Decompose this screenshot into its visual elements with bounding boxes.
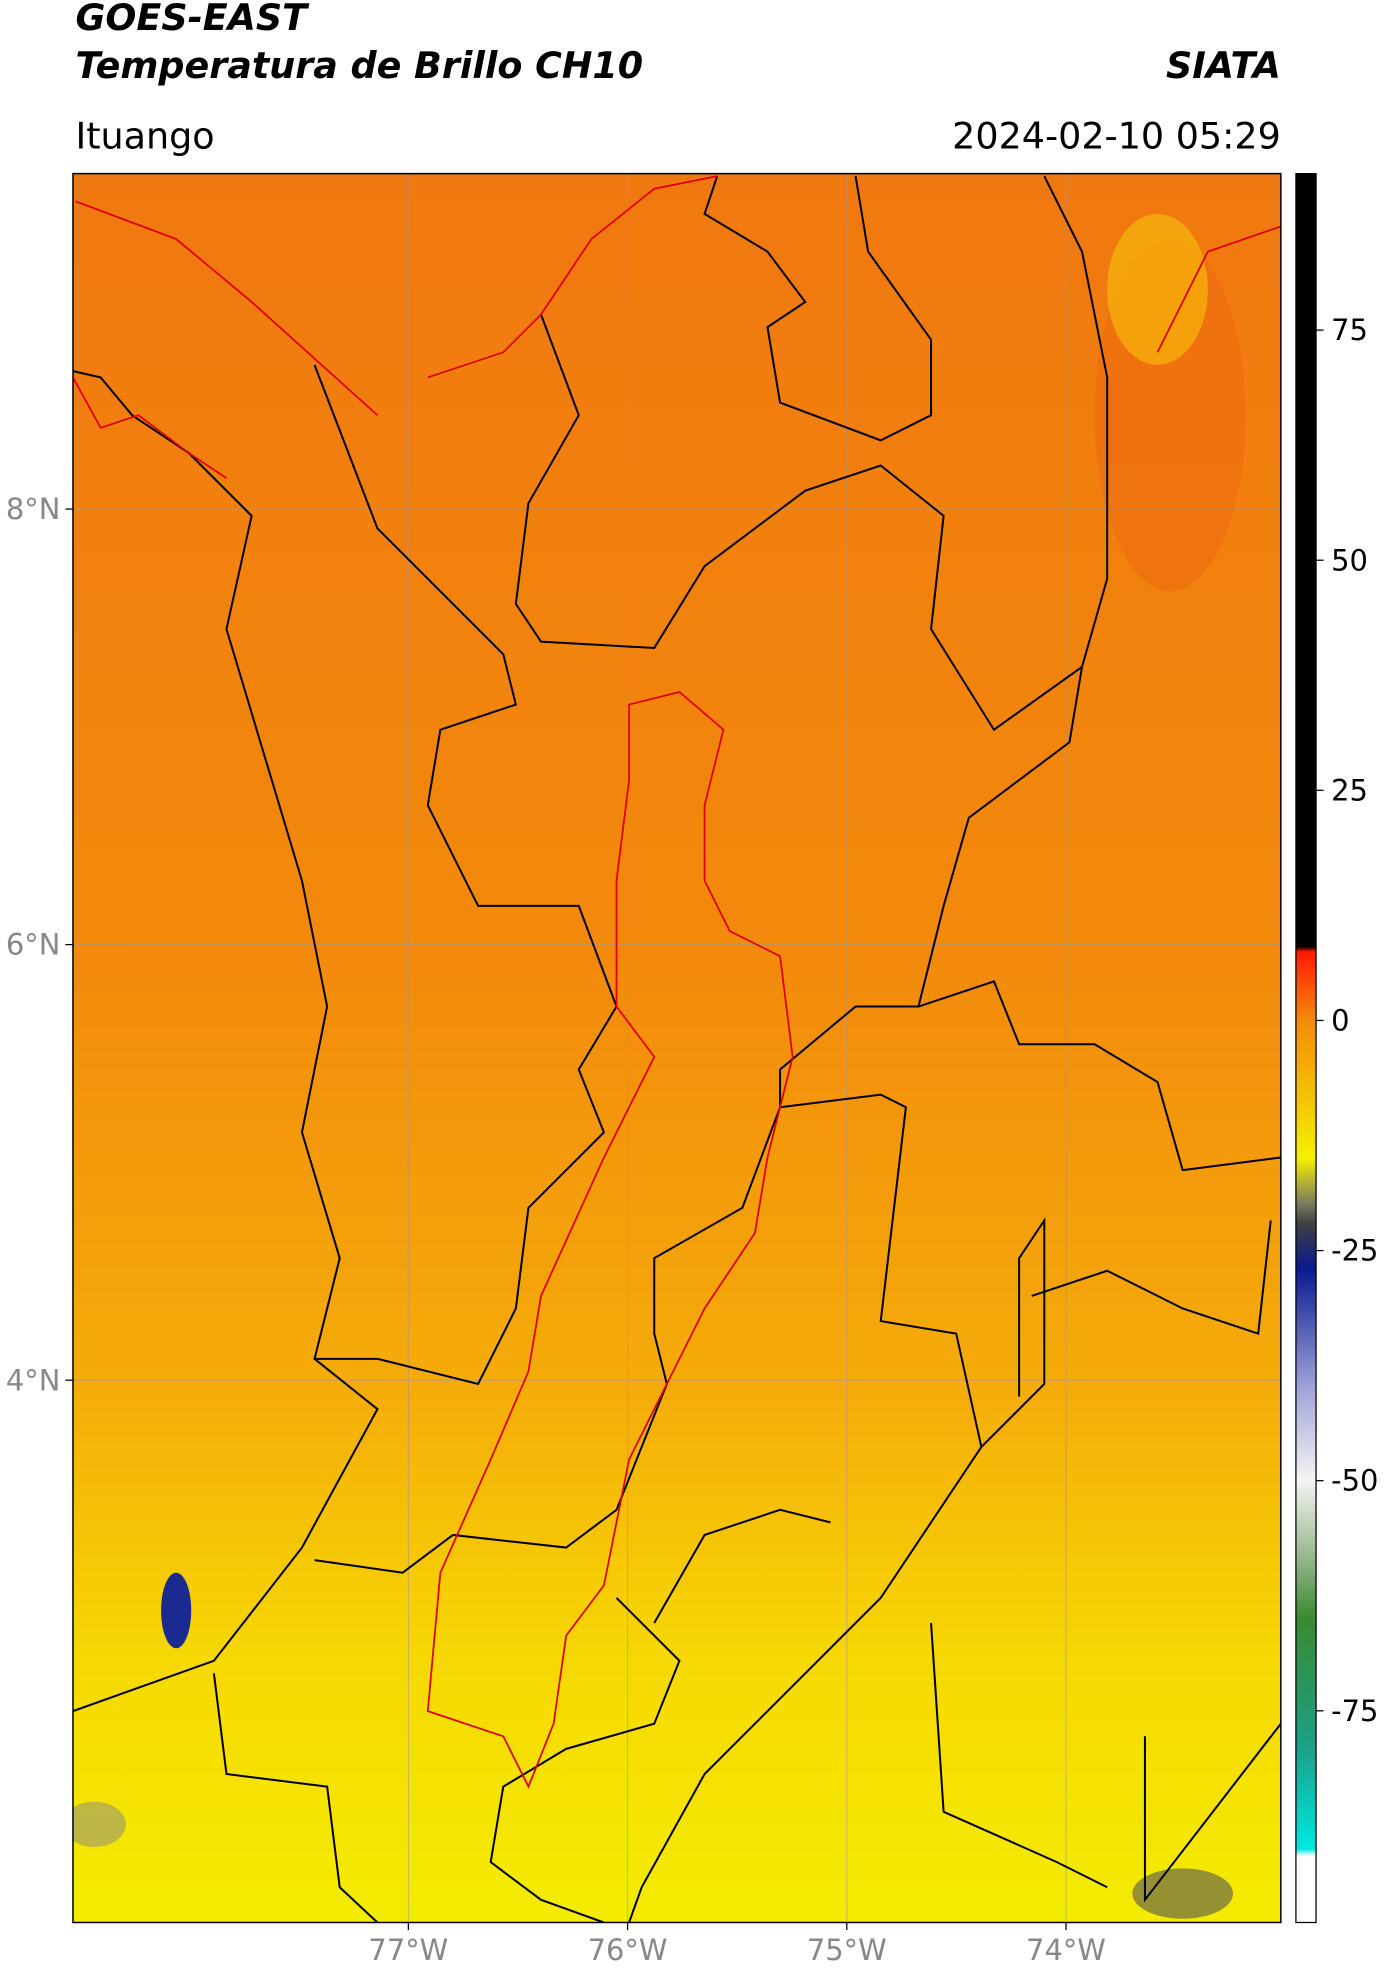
axes: 77°W 76°W 75°W 74°W 8°N 6°N 4°N 75 50 25 0 -25 -50 -7… [6, 313, 1379, 1967]
cloud-patch [161, 1572, 192, 1649]
colorbar-tick-label: 75 [1331, 313, 1368, 347]
x-tick-label: 74°W [1026, 1933, 1106, 1967]
brand: SIATA [1166, 44, 1281, 87]
y-tick-label: 4°N [6, 1363, 61, 1397]
cloud-patch [72, 1801, 126, 1847]
x-tick-label: 76°W [588, 1933, 668, 1967]
colorbar-tick-label: -75 [1331, 1694, 1378, 1728]
colorbar [1295, 172, 1317, 1924]
borders [72, 175, 1281, 1923]
subtitle: Temperatura de Brillo CH10 [75, 44, 643, 87]
y-tick-label: 6°N [6, 928, 61, 962]
x-tick-label: 77°W [368, 1933, 448, 1967]
cloud-patch [1132, 1868, 1234, 1919]
grid [72, 173, 1281, 1923]
map-frame [72, 172, 1282, 1924]
title: GOES-EAST [75, 0, 310, 39]
map [72, 173, 1281, 1923]
colorbar-tick-label: 25 [1331, 773, 1368, 807]
satellite-image [72, 173, 1281, 1923]
colorbar-tick-label: -50 [1331, 1464, 1378, 1498]
location: Ituango [75, 114, 214, 157]
y-tick-label: 8°N [6, 492, 61, 526]
colorbar-tick-label: -25 [1331, 1234, 1378, 1268]
watershed-and-coast [72, 175, 1281, 1789]
x-tick-label: 75°W [807, 1933, 887, 1967]
colorbar-tick-label: 50 [1331, 543, 1368, 577]
cloud-patch [1107, 213, 1208, 365]
colorbar-tick-label: 0 [1331, 1004, 1349, 1038]
datetime: 2024-02-10 05:29 [952, 114, 1281, 157]
